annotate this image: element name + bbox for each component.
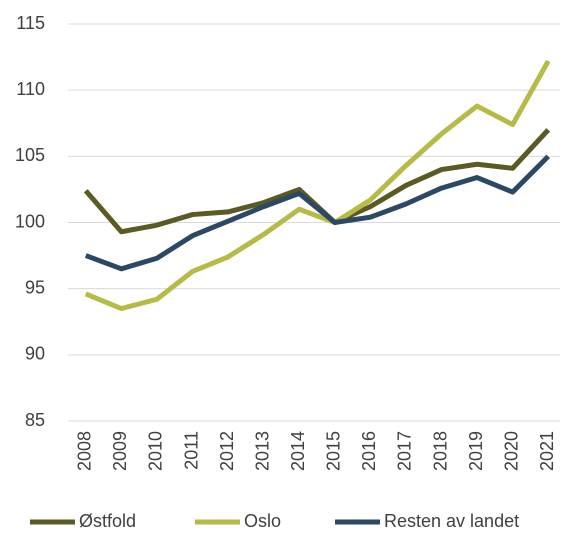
x-tick-label: 2021 (537, 431, 557, 471)
x-tick-label: 2015 (324, 431, 344, 471)
y-tick-label: 110 (16, 79, 45, 99)
legend-item: Resten av landet (335, 511, 519, 531)
x-tick-label: 2009 (110, 431, 130, 471)
x-tick-label: 2014 (288, 431, 308, 471)
x-tick-label: 2017 (395, 431, 415, 471)
legend-label: Oslo (244, 511, 281, 531)
x-tick-label: 2012 (217, 431, 237, 471)
line-series (84, 154, 550, 272)
legend-item: Oslo (195, 511, 281, 531)
line-series (84, 59, 551, 312)
x-tick-label: 2011 (181, 431, 201, 470)
legend-item: Østfold (30, 511, 136, 531)
y-tick-label: 90 (25, 344, 45, 364)
y-tick-label: 85 (25, 410, 45, 430)
y-tick-label: 105 (15, 145, 45, 165)
x-tick-label: 2010 (146, 431, 166, 471)
x-tick-label: 2013 (252, 431, 272, 471)
legend-label: Østfold (79, 511, 136, 531)
y-tick-label: 95 (25, 277, 45, 297)
legend-label: Resten av landet (384, 511, 519, 531)
y-tick-label: 100 (15, 211, 45, 231)
x-tick-label: 2018 (430, 431, 450, 471)
x-tick-label: 2019 (466, 431, 486, 471)
y-tick-label: 115 (16, 13, 45, 33)
x-tick-label: 2020 (501, 431, 521, 471)
x-tick-label: 2008 (75, 431, 95, 471)
x-tick-label: 2016 (359, 431, 379, 471)
